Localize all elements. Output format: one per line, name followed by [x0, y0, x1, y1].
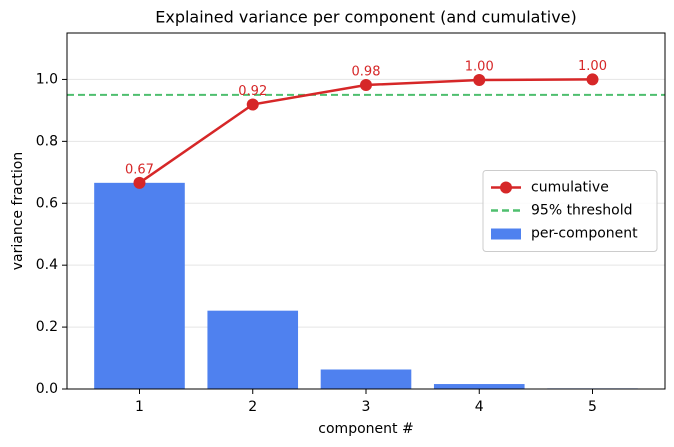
data-label: 0.67 — [125, 162, 154, 177]
y-tick-label: 1.0 — [36, 71, 58, 87]
data-label: 0.98 — [352, 65, 381, 80]
legend-marker — [500, 181, 512, 194]
y-tick-label: 0.4 — [36, 257, 58, 273]
x-tick-label: 2 — [248, 399, 257, 415]
line-marker — [473, 74, 486, 87]
line-marker — [246, 98, 259, 111]
y-tick-label: 0.6 — [36, 195, 58, 211]
line-marker — [586, 73, 599, 86]
legend: cumulative 95% threshold per-component — [482, 170, 658, 252]
line-marker — [133, 176, 146, 189]
plot-frame — [66, 32, 666, 390]
data-label: 1.00 — [465, 60, 494, 75]
bar — [320, 369, 412, 389]
bar — [433, 384, 525, 389]
x-tick-label: 3 — [362, 399, 371, 415]
legend-label: per-component — [531, 226, 638, 242]
x-tick-label: 1 — [135, 399, 144, 415]
y-tick-label: 0.2 — [36, 319, 58, 335]
bar — [94, 182, 185, 389]
y-tick-label: 0.0 — [36, 381, 58, 397]
x-tick-label: 4 — [475, 399, 484, 415]
y-axis-label: variance fraction — [10, 152, 26, 271]
chart-title: Explained variance per component (and cu… — [155, 8, 577, 27]
x-tick-label: 5 — [588, 399, 597, 415]
legend-label: cumulative — [531, 180, 609, 196]
legend-swatch — [491, 228, 521, 240]
legend-label: 95% threshold — [531, 203, 633, 219]
data-label: 1.00 — [578, 59, 607, 74]
legend-box — [482, 170, 658, 252]
line-marker — [360, 79, 372, 92]
data-label: 0.92 — [238, 84, 267, 99]
y-tick-label: 0.8 — [36, 133, 58, 149]
bar — [207, 310, 299, 389]
x-axis-label: component # — [318, 421, 413, 437]
